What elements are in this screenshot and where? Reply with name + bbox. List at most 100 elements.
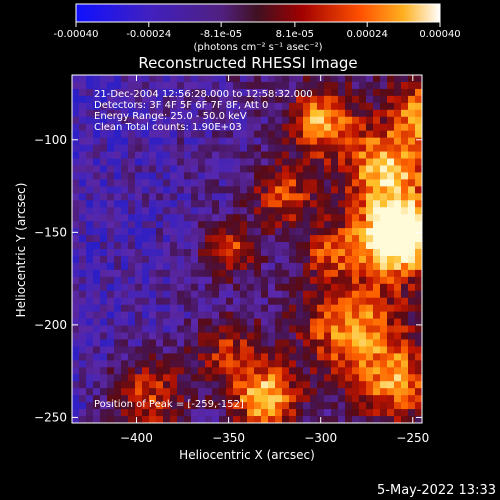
heatmap-cell	[275, 116, 283, 125]
heatmap-cell	[163, 207, 171, 215]
heatmap-cell	[352, 88, 360, 97]
heatmap-cell	[380, 283, 388, 292]
heatmap-cell	[317, 339, 325, 348]
heatmap-cell	[345, 172, 353, 180]
heatmap-cell	[240, 102, 248, 111]
heatmap-cell	[289, 151, 297, 160]
heatmap-cell	[107, 214, 115, 222]
heatmap-cell	[212, 200, 220, 208]
heatmap-cell	[128, 158, 136, 167]
heatmap-cell	[317, 221, 325, 229]
heatmap-cell	[352, 165, 360, 174]
heatmap-cell	[100, 109, 108, 118]
heatmap-cell	[289, 402, 297, 410]
heatmap-cell	[317, 144, 325, 153]
heatmap-cell	[93, 388, 101, 396]
heatmap-cell	[415, 221, 422, 229]
heatmap-cell	[149, 95, 157, 104]
heatmap-cell	[177, 304, 185, 313]
heatmap-cell	[142, 130, 150, 139]
heatmap-cell	[135, 242, 143, 250]
heatmap-cell	[254, 116, 262, 125]
heatmap-cell	[310, 123, 318, 132]
heatmap-cell	[205, 409, 213, 417]
heatmap-cell	[205, 102, 213, 111]
heatmap-cell	[233, 297, 241, 306]
heatmap-cell	[324, 367, 332, 375]
heatmap-cell	[394, 151, 402, 160]
heatmap-cell	[163, 381, 171, 389]
heatmap-cell	[275, 255, 283, 264]
heatmap-cell	[107, 186, 115, 194]
heatmap-cell	[352, 269, 360, 278]
heatmap-cell	[177, 374, 185, 382]
heatmap-cell	[345, 137, 353, 146]
heatmap-cell	[352, 353, 360, 361]
heatmap-cell	[79, 193, 87, 201]
heatmap-cell	[219, 221, 227, 229]
heatmap-cell	[345, 297, 353, 306]
heatmap-cell	[408, 242, 416, 250]
heatmap-cell	[338, 95, 346, 104]
heatmap-cell	[142, 116, 150, 125]
heatmap-cell	[198, 402, 206, 410]
heatmap-cell	[156, 123, 164, 132]
heatmap-cell	[79, 395, 87, 403]
heatmap-cell	[282, 95, 290, 104]
heatmap-cell	[296, 374, 304, 382]
heatmap-cell	[135, 123, 143, 132]
heatmap-cell	[282, 214, 290, 222]
heatmap-cell	[247, 123, 255, 132]
heatmap-cell	[338, 332, 346, 341]
heatmap-cell	[268, 81, 276, 90]
heatmap-cell	[317, 228, 325, 236]
heatmap-cell	[149, 318, 157, 327]
heatmap-cell	[352, 221, 360, 229]
heatmap-cell	[275, 137, 283, 146]
heatmap-cell	[114, 402, 122, 410]
heatmap-cell	[275, 339, 283, 348]
heatmap-cell	[163, 172, 171, 180]
heatmap-cell	[226, 381, 234, 389]
heatmap-cell	[156, 75, 164, 83]
heatmap-cell	[345, 409, 353, 417]
heatmap-cell	[142, 144, 150, 153]
heatmap-cell	[345, 304, 353, 313]
heatmap-cell	[296, 207, 304, 215]
heatmap-cell	[177, 269, 185, 278]
heatmap-cell	[114, 151, 122, 160]
heatmap-cell	[212, 137, 220, 146]
heatmap-cell	[373, 346, 381, 354]
heatmap-cell	[93, 416, 101, 423]
heatmap-cell	[163, 395, 171, 403]
heatmap-cell	[107, 290, 115, 299]
heatmap-cell	[373, 360, 381, 368]
heatmap-cell	[268, 283, 276, 292]
heatmap-cell	[366, 179, 374, 187]
heatmap-cell	[100, 276, 108, 285]
heatmap-cell	[205, 242, 213, 250]
heatmap-cell	[415, 339, 422, 348]
heatmap-cell	[240, 395, 248, 403]
heatmap-cell	[212, 193, 220, 201]
heatmap-cell	[373, 276, 381, 285]
heatmap-cell	[79, 179, 87, 187]
heatmap-cell	[72, 200, 80, 208]
heatmap-cell	[387, 123, 395, 132]
heatmap-cell	[184, 374, 192, 382]
heatmap-cell	[142, 402, 150, 410]
heatmap-cell	[233, 346, 241, 354]
heatmap-cell	[380, 172, 388, 180]
heatmap-cell	[275, 374, 283, 382]
heatmap-cell	[345, 81, 353, 90]
heatmap-cell	[380, 374, 388, 382]
heatmap-cell	[233, 207, 241, 215]
heatmap-cell	[282, 297, 290, 306]
heatmap-cell	[205, 172, 213, 180]
heatmap-cell	[324, 109, 332, 118]
heatmap-cell	[310, 193, 318, 201]
heatmap-cell	[289, 81, 297, 90]
heatmap-cell	[79, 346, 87, 354]
heatmap-cell	[198, 416, 206, 423]
heatmap-cell	[387, 116, 395, 125]
